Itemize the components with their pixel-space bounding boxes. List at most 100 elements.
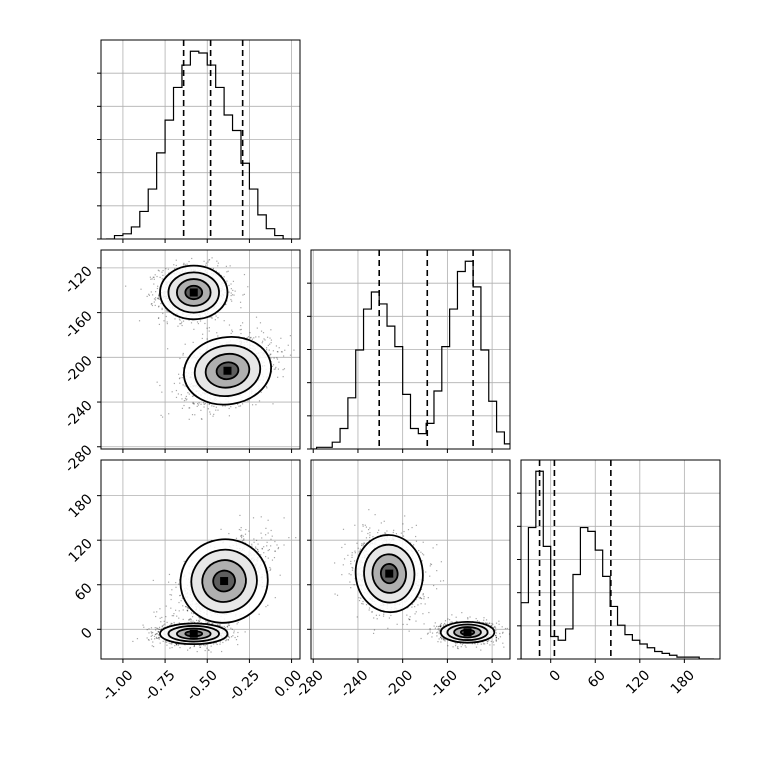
data-point (192, 402, 194, 405)
data-point (266, 349, 268, 351)
data-point (156, 627, 158, 629)
data-point (199, 619, 201, 621)
data-point (149, 276, 151, 278)
data-point (156, 297, 159, 299)
data-point (198, 619, 200, 622)
data-point (198, 620, 201, 623)
data-point (160, 621, 162, 623)
data-point (209, 413, 212, 415)
data-point (267, 532, 269, 534)
data-point (175, 389, 178, 392)
data-point (158, 298, 160, 300)
data-point (163, 620, 165, 622)
data-point (208, 259, 210, 261)
data-point (264, 339, 266, 341)
data-point (239, 329, 241, 331)
data-point (221, 246, 222, 247)
data-point (158, 626, 161, 629)
data-point (217, 409, 219, 411)
data-point (212, 622, 214, 625)
data-point (228, 635, 230, 638)
data-point (289, 354, 292, 356)
data-point (142, 624, 144, 626)
data-point (178, 378, 181, 380)
data-point (212, 267, 215, 270)
data-point (197, 404, 200, 406)
data-point (277, 548, 279, 550)
data-point (232, 289, 234, 292)
data-point (175, 264, 177, 267)
data-point (192, 401, 194, 404)
data-point (157, 317, 160, 319)
data-point (283, 368, 286, 370)
data-point (164, 623, 166, 625)
data-point (184, 385, 186, 387)
data-point (161, 626, 163, 628)
data-point (278, 361, 280, 363)
data-point (150, 627, 153, 629)
data-point (230, 283, 232, 285)
data-point (207, 408, 209, 410)
data-point (179, 319, 181, 321)
data-point (188, 418, 190, 420)
data-point (166, 621, 168, 624)
data-point (230, 627, 232, 629)
data-point (238, 528, 240, 531)
data-point (182, 264, 185, 266)
data-point (168, 573, 171, 576)
data-point (152, 276, 154, 278)
data-point (215, 409, 217, 411)
data-point (191, 257, 193, 260)
data-point (227, 634, 229, 636)
data-point (248, 530, 250, 532)
data-point (217, 335, 219, 337)
data-point (200, 644, 202, 646)
data-point (260, 554, 262, 556)
data-point (265, 606, 267, 608)
data-point (158, 636, 160, 639)
data-point (267, 549, 269, 552)
panel-p2-vs-p0 (101, 460, 300, 659)
data-point (152, 631, 154, 634)
data-point (150, 635, 152, 637)
data-point (151, 634, 153, 636)
data-point (166, 310, 168, 312)
data-point (232, 280, 235, 282)
data-point (186, 610, 189, 612)
data-point (267, 344, 269, 347)
data-point (240, 332, 242, 335)
data-point (273, 368, 275, 370)
data-point (295, 537, 297, 539)
data-point (158, 323, 160, 326)
data-point (191, 395, 194, 397)
data-point (171, 623, 173, 625)
data-point (227, 270, 229, 272)
data-point (181, 407, 184, 409)
data-point (178, 601, 180, 604)
data-point (159, 384, 161, 387)
data-point (181, 377, 183, 379)
data-point (146, 629, 148, 631)
data-point (182, 352, 184, 355)
data-point (204, 645, 206, 647)
data-point (193, 621, 196, 623)
data-point (272, 364, 275, 366)
data-point (228, 324, 231, 326)
data-point (222, 405, 224, 407)
data-point (210, 651, 212, 653)
data-point (207, 649, 210, 651)
data-point (199, 646, 201, 648)
data-point (166, 321, 168, 323)
data-point (162, 312, 164, 315)
data-point (257, 550, 259, 553)
data-point (199, 646, 202, 648)
data-point (200, 418, 203, 420)
data-point (156, 275, 158, 278)
data-point (231, 628, 233, 630)
data-point (199, 617, 201, 619)
data-point (224, 405, 226, 407)
data-point (208, 259, 211, 261)
data-point (166, 641, 168, 643)
data-point (153, 301, 155, 303)
data-point (136, 638, 139, 640)
